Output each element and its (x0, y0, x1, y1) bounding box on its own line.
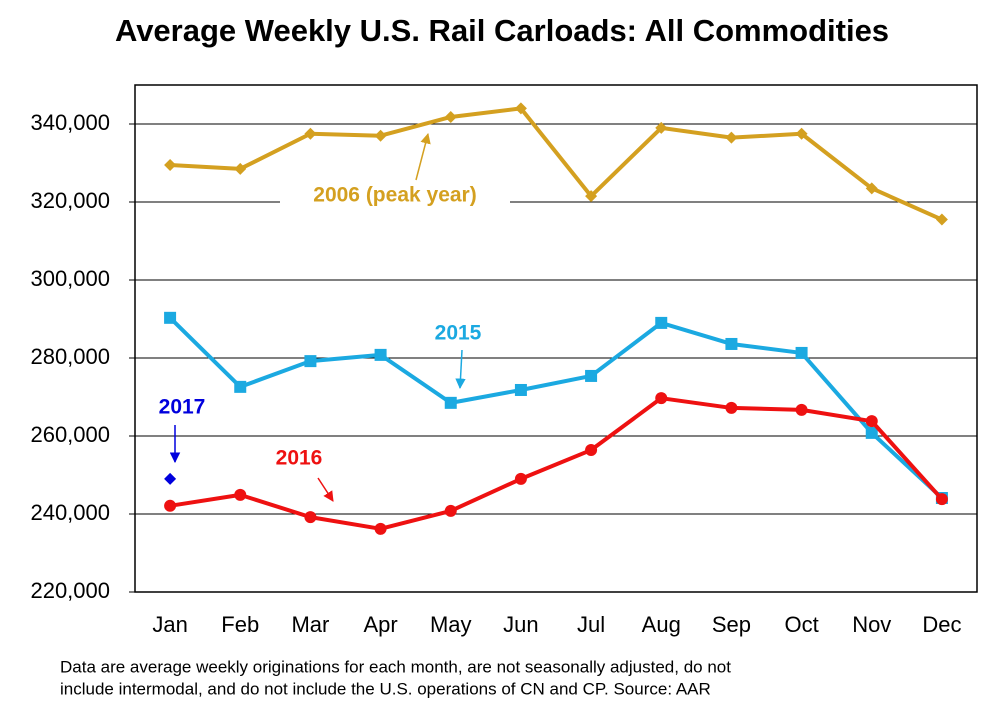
data-point (865, 426, 878, 439)
series-label: 2015 (435, 322, 482, 345)
data-point (585, 444, 598, 457)
data-point (585, 369, 598, 382)
y-tick-label: 260,000 (30, 422, 110, 447)
data-point (374, 348, 387, 361)
data-point (164, 311, 177, 324)
data-point (374, 522, 387, 535)
chart-title: Average Weekly U.S. Rail Carloads: All C… (115, 13, 889, 48)
data-point (795, 127, 808, 140)
data-point (234, 380, 247, 393)
annotation-arrow (415, 132, 431, 181)
data-point (725, 337, 738, 350)
data-point (374, 129, 387, 142)
data-point (164, 472, 177, 485)
x-tick-label: Jun (503, 612, 538, 637)
data-point (865, 415, 878, 428)
series-label: 2017 (159, 396, 206, 419)
data-point (514, 472, 527, 485)
data-point (795, 346, 808, 359)
x-tick-label: Oct (784, 612, 818, 637)
annotation-arrow (317, 477, 334, 502)
x-tick-label: Sep (712, 612, 751, 637)
series-line (168, 316, 944, 500)
annotation-arrow (455, 349, 466, 390)
data-point (585, 190, 598, 203)
x-tick-label: Aug (642, 612, 681, 637)
data-point (444, 504, 457, 517)
data-point (164, 499, 177, 512)
data-point (935, 213, 948, 226)
x-tick-label: Jul (577, 612, 605, 637)
data-point (655, 392, 668, 405)
data-point (444, 110, 457, 123)
y-tick-label: 240,000 (30, 500, 110, 525)
data-point (514, 102, 527, 115)
data-point (304, 355, 317, 368)
y-tick-label: 300,000 (30, 266, 110, 291)
data-point (304, 127, 317, 140)
series-line (169, 106, 943, 222)
x-tick-label: Nov (852, 612, 891, 637)
data-point (725, 401, 738, 414)
data-point (304, 511, 317, 524)
data-point (234, 488, 247, 501)
x-tick-label: Jan (152, 612, 187, 637)
y-tick-label: 280,000 (30, 344, 110, 369)
data-point (514, 383, 527, 396)
y-tick-label: 320,000 (30, 188, 110, 213)
data-point (444, 396, 457, 409)
y-tick-label: 340,000 (30, 110, 110, 135)
x-tick-label: Mar (291, 612, 329, 637)
footnote: Data are average weekly originations for… (60, 657, 731, 676)
footnote: include intermodal, and do not include t… (60, 679, 711, 698)
data-point (164, 158, 177, 171)
x-tick-label: Dec (922, 612, 961, 637)
data-point (655, 316, 668, 329)
series-line (169, 396, 944, 531)
data-point (795, 403, 808, 416)
plot-frame (134, 84, 978, 593)
data-point (234, 162, 247, 175)
x-tick-label: Apr (363, 612, 397, 637)
y-tick-label: 220,000 (30, 578, 110, 603)
data-point (935, 493, 948, 506)
x-tick-label: Feb (221, 612, 259, 637)
data-point (865, 182, 878, 195)
series-label: 2016 (276, 447, 323, 470)
x-tick-label: May (430, 612, 472, 637)
data-point (725, 131, 738, 144)
label-background (259, 439, 339, 479)
label-background (280, 176, 510, 216)
series-label: 2006 (peak year) (313, 184, 476, 207)
data-point (655, 121, 668, 134)
